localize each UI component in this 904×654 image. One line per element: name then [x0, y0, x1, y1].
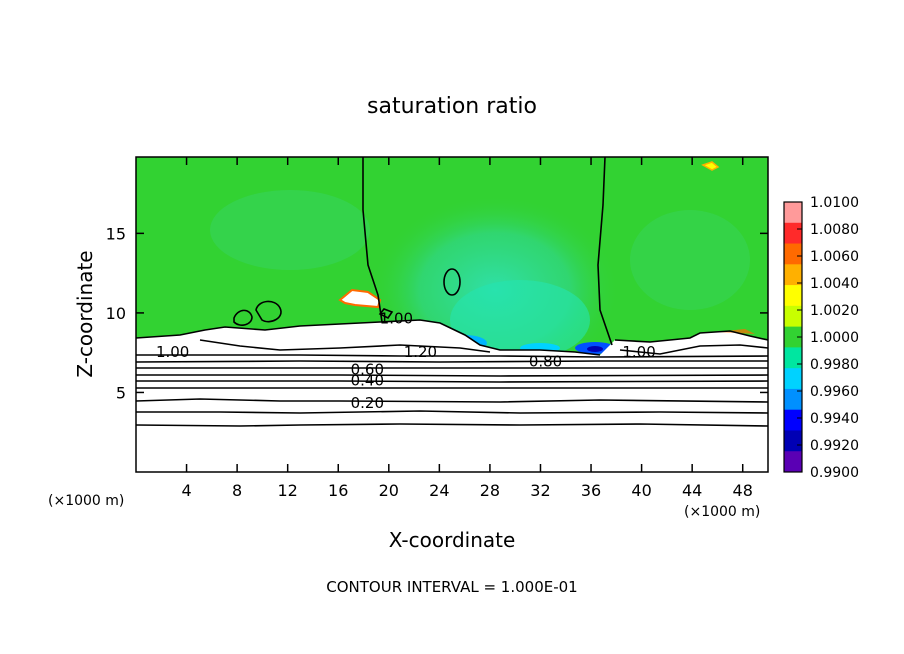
- contour-h2: [136, 360, 768, 363]
- contour-loop-1: [443, 268, 461, 296]
- colorbar-swatch-9: [784, 388, 802, 411]
- left-mid-zone: [210, 190, 370, 270]
- contour-interval-note: CONTOUR INTERVAL = 1.000E-01: [326, 578, 577, 596]
- contour-labels: 0.20 0.400.60 0.80 1.00 1.20 1.00 1.00: [156, 310, 656, 412]
- colorbar-label-9: 0.9920: [810, 438, 859, 454]
- x-tick-label-10: 44: [682, 481, 702, 500]
- x-unit-label-right: (×1000 m): [684, 504, 760, 520]
- contour-h7: [136, 398, 768, 403]
- contour-h9: [136, 423, 768, 427]
- contour-cloud-top: [136, 319, 601, 356]
- colorbar-label-6: 0.9980: [810, 357, 859, 373]
- colorbar-swatch-3: [784, 264, 802, 286]
- x-axis-label: X-coordinate: [389, 528, 516, 552]
- contour-1-left: [362, 157, 383, 323]
- colorbar-swatch-8: [784, 368, 802, 390]
- colorbar-swatch-7: [784, 347, 802, 369]
- x-tick-label-1: 8: [232, 481, 242, 500]
- colorbar-swatch-4: [784, 285, 802, 307]
- x-tick-label-5: 24: [429, 481, 449, 500]
- contour-1-right: [597, 157, 613, 346]
- colorbar-label-2: 1.0060: [810, 249, 859, 265]
- colorbar-swatch-11: [784, 430, 802, 452]
- y-axis-label: Z-coordinate: [73, 250, 97, 377]
- contour-h5: [136, 380, 768, 383]
- y-tick-label-0: 5: [116, 383, 126, 402]
- colorbar-swatch-0: [784, 202, 802, 224]
- contour-loop-4: [378, 308, 394, 320]
- contour-h4: [136, 374, 768, 377]
- contour-cloud-top-right: [614, 330, 768, 343]
- y-tick-label-2: 15: [106, 224, 126, 243]
- colorbar-label-8: 0.9940: [810, 411, 859, 427]
- blue-patch-3: [587, 346, 603, 352]
- contour-label-4: 1.00: [380, 310, 413, 328]
- right-mid-zone: [630, 210, 750, 310]
- chart-title: saturation ratio: [367, 94, 537, 119]
- y-tick-label-1: 10: [106, 304, 126, 323]
- colorbar-label-3: 1.0040: [810, 276, 859, 292]
- x-tick-label-8: 36: [581, 481, 601, 500]
- contour-h1: [136, 354, 768, 358]
- colorbar-swatch-2: [784, 243, 802, 265]
- x-tick-label-4: 20: [379, 481, 399, 500]
- contour-inner-2: [619, 344, 768, 355]
- colorbar-label-7: 0.9960: [810, 384, 859, 400]
- colorbar-label-1: 1.0080: [810, 222, 859, 238]
- x-tick-label-9: 40: [631, 481, 651, 500]
- axis-ticks: [136, 157, 768, 472]
- x-tick-label-6: 28: [480, 481, 500, 500]
- colorbar-swatch-6: [784, 326, 802, 348]
- colorbar-swatch-12: [784, 451, 802, 473]
- contour-loop-2: [255, 300, 282, 323]
- colorbar-label-4: 1.0020: [810, 303, 859, 319]
- colorbar-label-0: 1.0100: [810, 195, 859, 211]
- contour-inner-1: [199, 339, 491, 353]
- x-tick-label-11: 48: [733, 481, 753, 500]
- contour-label-6: 1.00: [156, 343, 189, 361]
- plot-frame: [135, 156, 769, 473]
- contour-label-7: 1.00: [622, 343, 655, 361]
- contour-label-5: 1.20: [404, 343, 437, 361]
- colorbar-swatch-10: [784, 409, 802, 431]
- colorbar-swatch-1: [784, 222, 802, 245]
- yellow-patch-top: [701, 161, 720, 171]
- x-tick-label-7: 32: [530, 481, 550, 500]
- contour-lines: [136, 157, 768, 427]
- x-tick-label-0: 4: [181, 481, 191, 500]
- colorbar-swatch-5: [784, 305, 802, 328]
- colorbar: 1.0100 1.0080 1.0060 1.0040 1.0020 1.0000 0.99…: [783, 195, 859, 481]
- contour-label-3: 0.80: [529, 353, 562, 371]
- white-lower-region: [136, 320, 768, 472]
- colorbar-label-10: 0.9900: [810, 465, 859, 481]
- contour-label-2: 0.60: [351, 361, 384, 379]
- contour-label-0: 0.20: [351, 394, 384, 412]
- contour-h8: [136, 410, 768, 414]
- contour-label-1: 0.40: [351, 372, 384, 390]
- colorbar-label-5: 1.0000: [810, 330, 859, 346]
- x-tick-label-2: 12: [278, 481, 298, 500]
- plot-field: [136, 157, 768, 472]
- x-unit-label-left: (×1000 m): [48, 493, 124, 509]
- x-tick-label-3: 16: [328, 481, 348, 500]
- contour-loop-3: [233, 309, 253, 326]
